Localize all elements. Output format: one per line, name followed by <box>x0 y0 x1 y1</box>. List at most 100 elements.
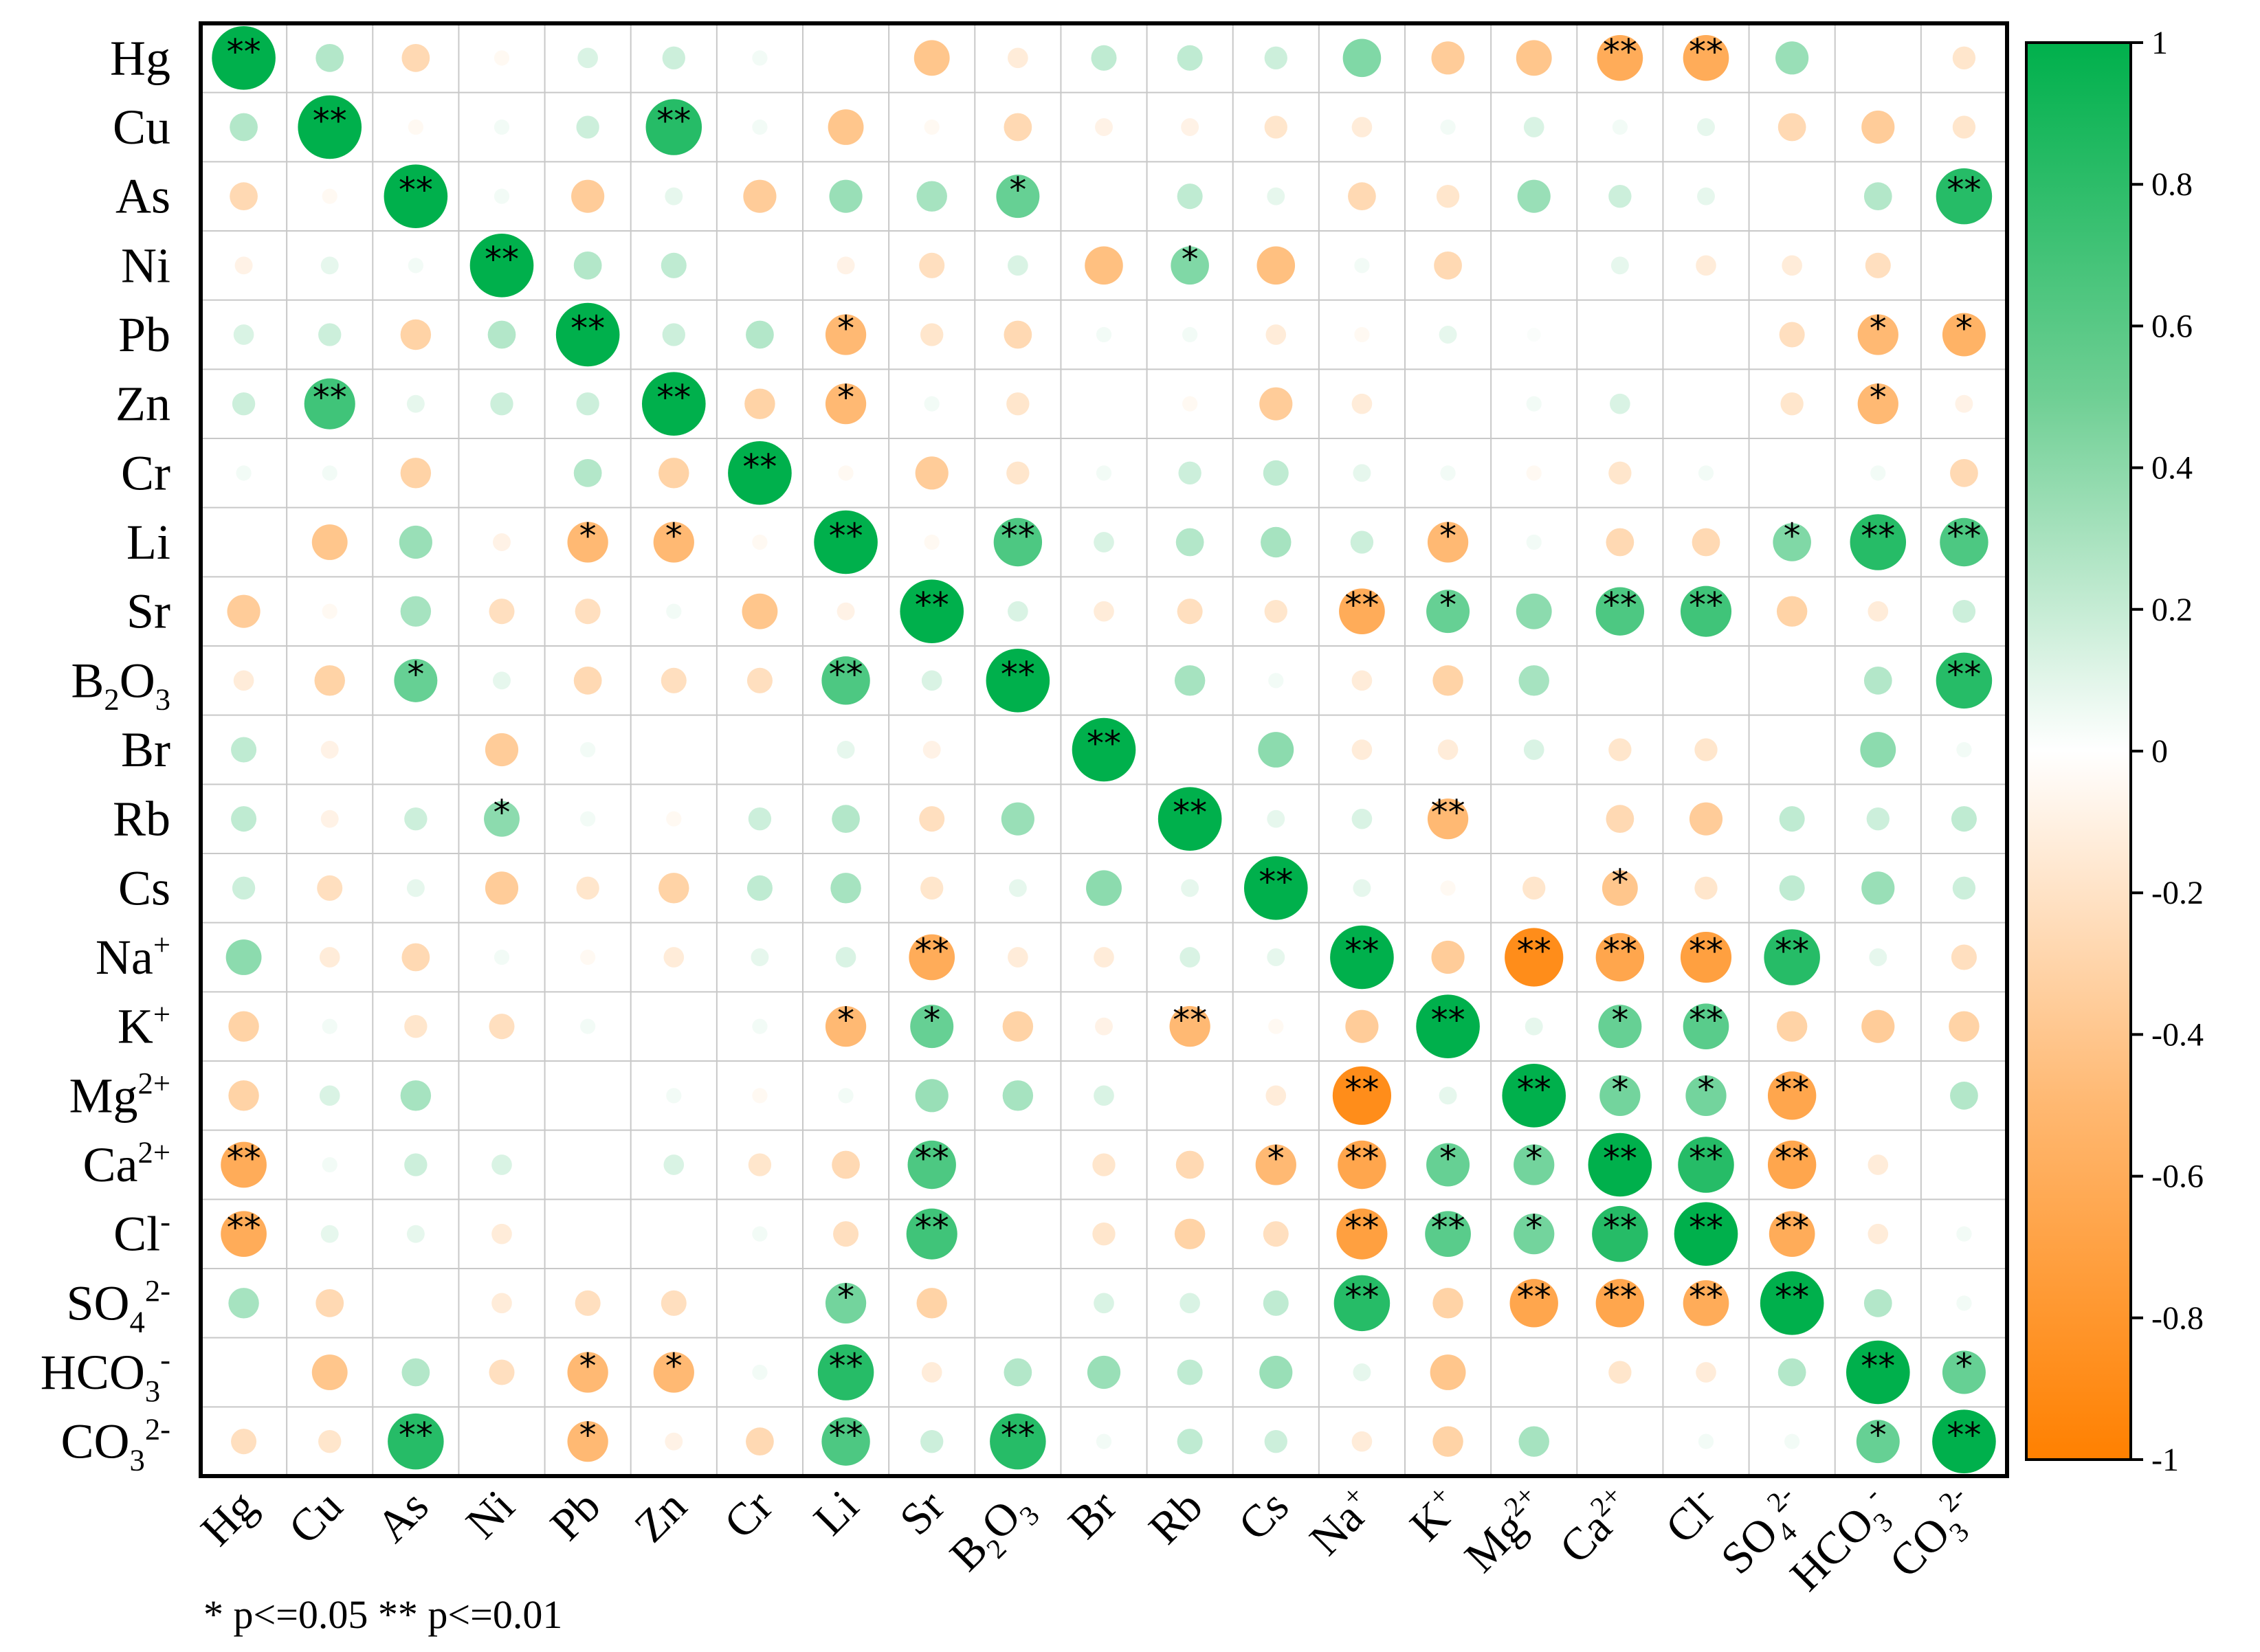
cell-circle-HCO3--Rb <box>1177 1359 1203 1385</box>
cell-circle-Ca2+-Li <box>832 1150 860 1179</box>
cell-circle-HCO3--Na+ <box>1353 1363 1371 1381</box>
column-label-Ca2+: Ca2+ <box>1549 1480 1642 1573</box>
cell-circle-Ni-As <box>408 258 423 274</box>
cell-circle-Cl--CO32- <box>1956 1226 1972 1242</box>
cell-circle-Ni-Ca2+ <box>1610 256 1629 275</box>
cell-circle-Cu-B2O3 <box>1004 113 1032 142</box>
cell-circle-Pb-Mg2+ <box>1527 327 1541 342</box>
row-label-As: As <box>115 169 170 224</box>
significance-mark: ** <box>1517 1069 1551 1109</box>
column-label-B2O3: B2O3 <box>940 1481 1045 1586</box>
cell-circle-Pb-K+ <box>1439 326 1457 344</box>
colorbar-tick-label: 0.4 <box>2151 450 2193 487</box>
cell-circle-Zn-Na+ <box>1351 393 1373 414</box>
cell-circle-HCO3--Cu <box>311 1354 348 1390</box>
significance-mark: ** <box>1603 1277 1637 1317</box>
cell-circle-Hg-Pb <box>577 47 598 69</box>
significance-mark: * <box>923 1001 940 1040</box>
cell-circle-Cs-As <box>406 879 425 897</box>
cell-circle-Hg-Cl- <box>1683 34 1729 81</box>
significance-mark: * <box>837 378 854 418</box>
cell-circle-B2O3-B2O3 <box>986 649 1050 713</box>
significance-mark: ** <box>1775 931 1809 971</box>
significance-mark: * <box>1698 1069 1715 1109</box>
cell-circle-Rb-Cr <box>748 807 772 831</box>
cell-circle-Cr-Zn <box>658 458 689 489</box>
cell-circle-Cs-Cs <box>1243 856 1308 920</box>
significance-mark: ** <box>915 931 949 971</box>
cell-circle-Ca2+-Cs <box>1255 1144 1296 1185</box>
significance-mark: ** <box>1517 931 1551 971</box>
cell-circle-HCO3--Cr <box>752 1364 768 1381</box>
cell-circle-Cu-Ni <box>494 119 510 135</box>
cell-circle-SO42--Sr <box>916 1288 947 1319</box>
cell-circle-Rb-Pb <box>580 811 596 827</box>
cell-circle-Li-Cs <box>1261 526 1292 558</box>
cell-circle-HCO3--B2O3 <box>1004 1358 1032 1387</box>
significance-mark: ** <box>1775 1208 1809 1248</box>
cell-circle-Cu-Li <box>828 109 864 145</box>
cell-circle-Na+-SO42- <box>1764 929 1820 985</box>
significance-mark: * <box>1267 1139 1285 1179</box>
cell-circle-Cl--Pb <box>581 1227 595 1240</box>
cell-circle-Cl--B2O3 <box>1011 1227 1025 1240</box>
cell-circle-CO32--Cu <box>318 1429 342 1453</box>
cell-circle-K+-Zn <box>667 1020 680 1033</box>
cell-circle-Cs-Mg2+ <box>1522 876 1546 900</box>
significance-mark: ** <box>1775 1069 1809 1109</box>
significance-mark: ** <box>1173 1001 1207 1040</box>
cell-circle-SO42--HCO3- <box>1863 1288 1892 1317</box>
cell-circle-Ni-Cl- <box>1696 255 1716 276</box>
significance-mark: ** <box>1603 585 1637 625</box>
cell-circle-Zn-Br <box>1097 397 1111 410</box>
row-label-Li: Li <box>126 515 170 570</box>
cell-circle-As-HCO3- <box>1863 182 1892 211</box>
cell-circle-Sr-Br <box>1094 601 1114 622</box>
significance-mark: ** <box>829 1416 863 1455</box>
significance-mark: * <box>1611 862 1628 902</box>
cell-circle-Ni-HCO3- <box>1865 252 1891 278</box>
significance-mark: ** <box>570 309 605 348</box>
cell-circle-HCO3--K+ <box>1430 1354 1466 1390</box>
cell-circle-Na+-K+ <box>1431 940 1465 974</box>
cell-circle-Br-SO42- <box>1785 743 1799 757</box>
cell-circle-Zn-B2O3 <box>1006 392 1030 416</box>
cell-circle-Rb-Hg <box>231 806 257 832</box>
cell-circle-Cu-Cr <box>752 119 768 135</box>
cell-circle-K+-Pb <box>580 1018 596 1034</box>
cell-circle-B2O3-Rb <box>1174 665 1206 696</box>
significance-mark: ** <box>656 101 691 141</box>
cell-circle-Cs-Cl- <box>1694 876 1718 900</box>
row-labels: Hg Cu As Ni Pb Zn Cr Li Sr B2O3 Br Rb Cs Na+ K+ Mg2+ Ca2… <box>41 30 170 1477</box>
cell-circle-Cl--HCO3- <box>1868 1223 1889 1244</box>
column-label-Ni: Ni <box>456 1481 524 1548</box>
row-label-CO32-: CO32- <box>60 1411 170 1477</box>
cell-circle-Hg-SO42- <box>1775 41 1809 75</box>
significance-mark: ** <box>1689 1001 1723 1040</box>
cell-circle-Sr-Sr <box>900 579 964 643</box>
cell-circle-Cs-Li <box>830 873 861 904</box>
cell-circle-Ca2+-Hg <box>221 1141 267 1188</box>
cell-circle-CO32--HCO3- <box>1856 1420 1900 1464</box>
cell-circle-HCO3--Br <box>1087 1355 1121 1389</box>
cell-circle-Pb-Cl- <box>1699 328 1713 342</box>
cell-circle-B2O3-Pb <box>573 666 602 695</box>
cell-circle-Mg2+-Li <box>838 1088 854 1104</box>
row-label-Cr: Cr <box>121 445 170 500</box>
cell-circle-Li-Mg2+ <box>1526 534 1542 550</box>
row-label-Ni: Ni <box>121 238 170 293</box>
cell-circle-Hg-K+ <box>1431 41 1465 75</box>
cell-circle-HCO3--Ca2+ <box>1608 1361 1632 1384</box>
significance-mark: ** <box>915 1208 949 1248</box>
cell-circle-Cl--Cs <box>1263 1221 1289 1247</box>
cell-circle-Hg-Ni <box>494 50 510 66</box>
cell-circle-Mg2+-CO32- <box>1950 1081 1978 1110</box>
cell-circle-Br-K+ <box>1437 739 1459 760</box>
cell-circle-As-K+ <box>1436 184 1460 208</box>
cell-circle-As-B2O3 <box>996 175 1040 219</box>
cell-circle-Rb-Ni <box>484 801 520 837</box>
significance-mark: * <box>1784 516 1801 556</box>
cell-circle-Ca2+-B2O3 <box>1011 1158 1025 1172</box>
cell-circle-Ni-Ni <box>469 234 534 298</box>
